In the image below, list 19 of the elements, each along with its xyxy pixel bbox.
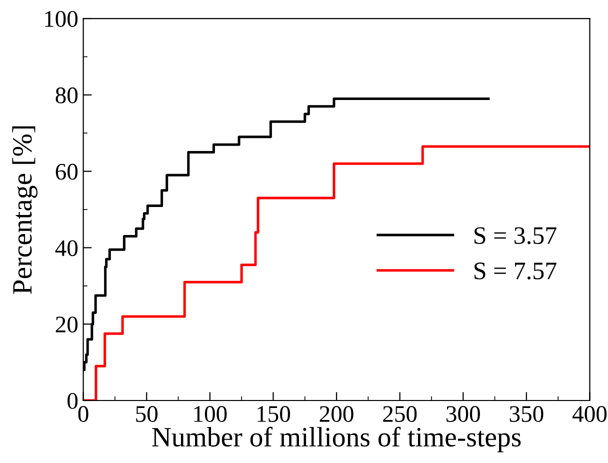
y-tick-label: 80 [56,87,78,104]
x-tick-label: 100 [194,406,227,422]
x-axis-title: Number of millions of time-steps [152,426,521,452]
x-tick-label: 0 [78,406,88,422]
y-tick-label: 0 [68,392,78,409]
x-tick-label: 150 [258,406,290,422]
legend-label: S = 7.57 [474,262,556,280]
y-tick-label: 60 [56,164,78,180]
x-tick-label: 50 [136,406,158,422]
x-tick-label: 300 [446,406,480,422]
x-tick-label: 200 [320,406,354,422]
legend-label: S = 3.57 [474,227,556,244]
y-tick-label: 20 [56,316,78,333]
x-tick-label: 400 [572,406,607,422]
y-tick-label: 40 [55,240,78,256]
y-tick-label: 100 [45,11,78,27]
y-axis-title: Percentage [%] [12,126,38,294]
x-tick-label: 350 [510,406,544,422]
x-tick-label: 250 [383,406,417,422]
